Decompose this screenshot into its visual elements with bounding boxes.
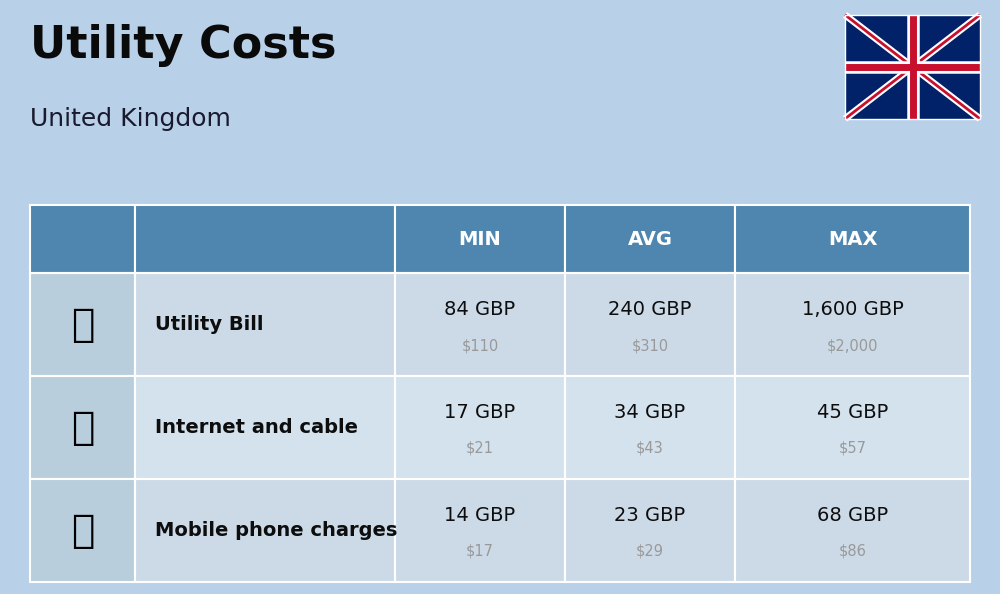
Bar bbox=[845, 15, 980, 119]
Bar bbox=[735, 376, 970, 479]
Text: 🔧: 🔧 bbox=[71, 306, 94, 344]
Bar bbox=[395, 479, 565, 582]
Text: 45 GBP: 45 GBP bbox=[817, 403, 888, 422]
Bar bbox=[135, 273, 395, 376]
Text: MAX: MAX bbox=[828, 230, 877, 248]
Text: 84 GBP: 84 GBP bbox=[444, 301, 516, 320]
Text: 34 GBP: 34 GBP bbox=[614, 403, 686, 422]
Text: Internet and cable: Internet and cable bbox=[155, 418, 358, 437]
Bar bbox=[395, 205, 565, 273]
Text: $21: $21 bbox=[466, 441, 494, 456]
Text: 17 GBP: 17 GBP bbox=[444, 403, 516, 422]
Text: $17: $17 bbox=[466, 544, 494, 559]
Text: $310: $310 bbox=[631, 338, 669, 353]
Bar bbox=[735, 273, 970, 376]
Text: 240 GBP: 240 GBP bbox=[608, 301, 692, 320]
Bar bbox=[30, 205, 135, 273]
Text: $29: $29 bbox=[636, 544, 664, 559]
Text: Utility Costs: Utility Costs bbox=[30, 24, 336, 67]
Bar bbox=[135, 205, 395, 273]
Text: $57: $57 bbox=[838, 441, 866, 456]
Text: United Kingdom: United Kingdom bbox=[30, 107, 231, 131]
Text: Mobile phone charges: Mobile phone charges bbox=[155, 521, 397, 540]
Text: $2,000: $2,000 bbox=[827, 338, 878, 353]
Bar bbox=[735, 205, 970, 273]
Bar bbox=[30, 376, 135, 479]
Bar bbox=[565, 205, 735, 273]
Text: MIN: MIN bbox=[459, 230, 501, 248]
Bar bbox=[735, 479, 970, 582]
Text: 23 GBP: 23 GBP bbox=[614, 506, 686, 525]
Text: $43: $43 bbox=[636, 441, 664, 456]
Text: 14 GBP: 14 GBP bbox=[444, 506, 516, 525]
Bar bbox=[30, 479, 135, 582]
Bar bbox=[30, 273, 135, 376]
Text: 📶: 📶 bbox=[71, 409, 94, 447]
Bar bbox=[395, 273, 565, 376]
Bar bbox=[565, 376, 735, 479]
Bar bbox=[845, 15, 980, 119]
Bar bbox=[135, 376, 395, 479]
Text: AVG: AVG bbox=[628, 230, 672, 248]
Text: Utility Bill: Utility Bill bbox=[155, 315, 264, 334]
Bar bbox=[135, 479, 395, 582]
Bar bbox=[565, 273, 735, 376]
Bar bbox=[395, 376, 565, 479]
Text: 1,600 GBP: 1,600 GBP bbox=[802, 301, 903, 320]
Text: 68 GBP: 68 GBP bbox=[817, 506, 888, 525]
Text: $86: $86 bbox=[839, 544, 866, 559]
Text: $110: $110 bbox=[461, 338, 499, 353]
Text: 📱: 📱 bbox=[71, 511, 94, 549]
Bar bbox=[565, 479, 735, 582]
